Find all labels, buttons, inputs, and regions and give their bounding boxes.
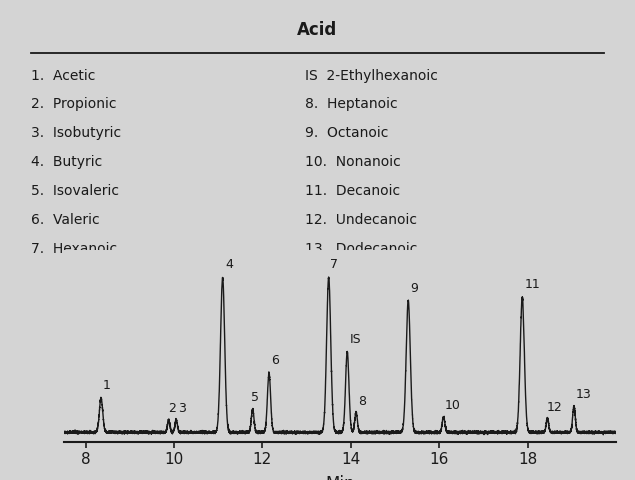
Text: 3: 3 [178,402,186,415]
Text: 12: 12 [547,401,563,414]
Text: 5.  Isovaleric: 5. Isovaleric [31,184,119,198]
Text: 3.  Isobutyric: 3. Isobutyric [31,126,121,140]
Text: Acid: Acid [297,21,338,39]
Text: 1.  Acetic: 1. Acetic [31,69,95,83]
Text: 13.  Dodecanoic: 13. Dodecanoic [305,242,418,256]
Text: 10.  Nonanoic: 10. Nonanoic [305,155,401,169]
Text: 11.  Decanoic: 11. Decanoic [305,184,401,198]
Text: 13: 13 [576,388,591,401]
Text: 11: 11 [525,278,540,291]
Text: 10: 10 [444,399,460,412]
Text: 7.  Hexanoic: 7. Hexanoic [31,242,117,256]
Text: 6.  Valeric: 6. Valeric [31,213,100,227]
Text: IS: IS [349,333,361,346]
Text: 12.  Undecanoic: 12. Undecanoic [305,213,417,227]
Text: 2.  Propionic: 2. Propionic [31,97,116,111]
Text: 8: 8 [358,395,366,408]
Text: 4.  Butyric: 4. Butyric [31,155,102,169]
Text: 2: 2 [168,402,176,415]
Text: 1: 1 [103,379,110,392]
Text: 7: 7 [330,258,338,271]
Text: IS  2-Ethylhexanoic: IS 2-Ethylhexanoic [305,69,438,83]
Text: 5: 5 [251,391,259,405]
X-axis label: Min: Min [325,475,354,480]
Text: 6: 6 [271,354,279,367]
Text: 8.  Heptanoic: 8. Heptanoic [305,97,398,111]
Text: 9: 9 [410,281,418,295]
Text: 4: 4 [225,258,233,271]
Text: 9.  Octanoic: 9. Octanoic [305,126,389,140]
